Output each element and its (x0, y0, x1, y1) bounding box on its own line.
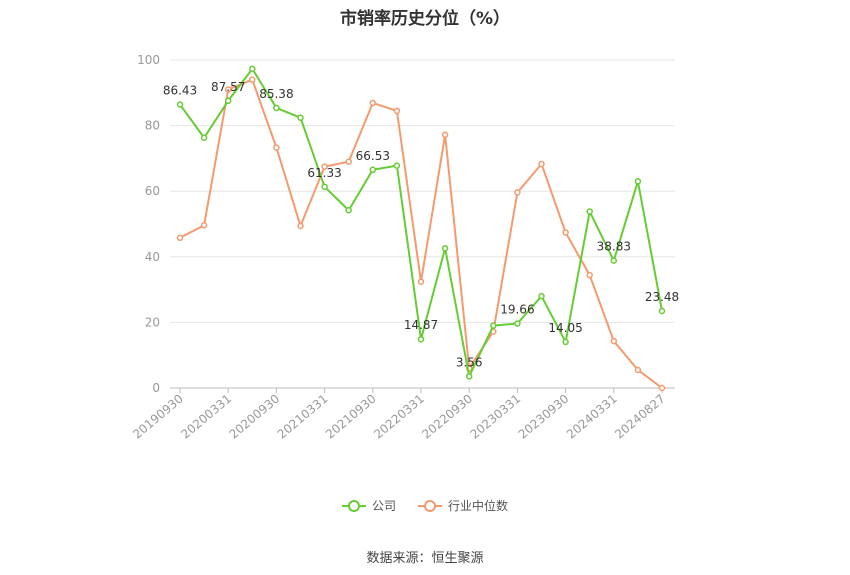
point-company (393, 162, 401, 169)
legend-marker-industry-median (418, 499, 442, 513)
y-tick-label: 100 (137, 53, 160, 67)
point-company (490, 322, 497, 329)
data-labels: 86.43 87.57 85.38 61.33 66.53 14.87 3.56 19.66 1… (163, 80, 679, 370)
point-company (586, 208, 593, 215)
line-chart: 0204060801002019093020200331202009302021… (130, 53, 679, 442)
point-industry-median (249, 76, 256, 83)
point-industry-median (417, 278, 425, 285)
point-company (224, 97, 232, 105)
legend-label-industry-median: 行业中位数 (448, 499, 509, 513)
data-label-company: 23.48 (645, 290, 679, 304)
point-company (441, 245, 449, 252)
point-industry-median (369, 99, 377, 107)
point-industry-median (273, 144, 280, 151)
point-company (249, 65, 256, 73)
point-industry-median (562, 229, 569, 236)
x-tick-label: 20230331 (468, 392, 524, 442)
point-industry-median (586, 271, 593, 279)
point-industry-median (200, 222, 208, 229)
x-tick-label: 20240827 (612, 392, 668, 442)
legend: 公司 行业中位数 (0, 497, 850, 514)
point-company (634, 178, 642, 185)
point-company (658, 307, 666, 315)
y-tick-label: 80 (145, 119, 160, 133)
legend-item-company[interactable]: 公司 (341, 497, 396, 514)
point-industry-median (345, 158, 352, 165)
x-tick-label: 20200331 (178, 392, 234, 442)
point-industry-median (514, 189, 521, 196)
data-label-company: 86.43 (163, 84, 197, 98)
point-company (345, 206, 352, 214)
point-company (610, 257, 618, 264)
x-tick-label: 20210331 (275, 392, 331, 442)
data-label-company: 38.83 (597, 240, 631, 254)
grid-lines (170, 59, 675, 323)
legend-marker-company (341, 499, 366, 513)
point-company (273, 104, 280, 112)
data-label-company: 61.33 (307, 166, 341, 180)
x-tick-label: 20220930 (419, 392, 475, 442)
point-company (321, 183, 328, 191)
y-tick-label: 40 (145, 250, 160, 264)
data-label-company: 14.05 (548, 321, 582, 335)
point-industry-median (441, 131, 449, 139)
point-company (369, 166, 377, 174)
source-note: 数据来源：恒生聚源 (366, 551, 484, 566)
point-company (562, 338, 569, 346)
point-company (200, 134, 208, 141)
point-company (465, 373, 473, 380)
point-company (417, 335, 425, 343)
point-industry-median (393, 107, 401, 115)
data-label-company: 19.66 (500, 303, 534, 317)
legend-item-industry-median[interactable]: 行业中位数 (418, 497, 508, 514)
axes: 0204060801002019093020200331202009302021… (130, 53, 675, 442)
point-industry-median (297, 222, 304, 230)
y-tick-label: 0 (152, 381, 160, 395)
data-label-company: 66.53 (356, 149, 390, 163)
y-tick-label: 60 (145, 184, 160, 198)
x-tick-label: 20230930 (516, 392, 572, 442)
point-industry-median (538, 160, 545, 168)
y-tick-label: 20 (145, 315, 160, 329)
point-industry-median (321, 163, 328, 170)
point-company (176, 101, 184, 108)
data-label-company: 14.87 (404, 318, 438, 332)
x-tick-label: 20210930 (323, 392, 379, 442)
data-label-company: 87.57 (211, 80, 245, 94)
data-label-company: 85.38 (259, 87, 293, 101)
point-industry-median (634, 366, 642, 374)
x-tick-label: 20190930 (130, 392, 186, 442)
x-tick-label: 20220331 (371, 392, 427, 442)
series-lines (176, 65, 666, 392)
point-company (514, 320, 521, 327)
data-label-company: 3.56 (456, 355, 483, 369)
x-tick-label: 20240331 (564, 392, 620, 442)
point-industry-median (610, 337, 618, 345)
point-industry-median (176, 234, 184, 242)
point-company (538, 292, 545, 300)
point-industry-median (224, 86, 232, 93)
legend-label-company: 公司 (371, 499, 396, 513)
x-tick-label: 20200930 (227, 392, 283, 442)
chart-title: 市销率历史分位（%） (339, 9, 511, 29)
point-industry-median (658, 384, 666, 392)
point-company (297, 114, 304, 121)
